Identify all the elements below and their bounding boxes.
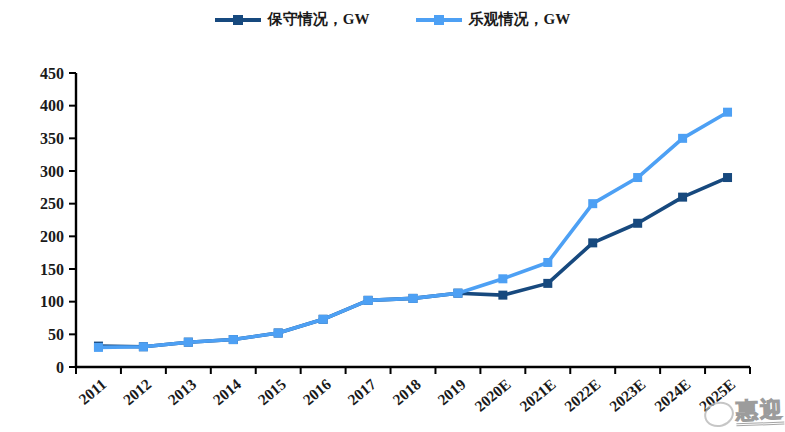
data-point-marker [274, 329, 283, 338]
x-axis-tick-label: 2011 [75, 375, 109, 407]
line-chart: 0 50 100 150 200 250 300 350 400 450 2011 2012 2013 2… [0, 0, 785, 432]
data-point-marker [543, 258, 552, 267]
legend-swatch-optimistic [416, 15, 462, 25]
watermark-text: 惠迎 [736, 399, 785, 427]
data-point-marker [364, 296, 373, 305]
x-axis-tick-label: 2019 [434, 375, 469, 408]
watermark-logo-icon [701, 398, 737, 430]
data-point-marker [543, 279, 552, 288]
x-axis-tick-label: 2024E [651, 375, 694, 415]
y-axis-tick-label: 50 [48, 326, 64, 343]
data-point-marker [723, 173, 732, 182]
data-point-marker [94, 343, 103, 352]
legend-item-optimistic: 乐观情况，GW [416, 10, 571, 29]
watermark: 惠迎 [704, 399, 785, 428]
y-axis-tick-label: 250 [40, 195, 64, 212]
data-point-marker [678, 193, 687, 202]
data-point-marker [723, 108, 732, 117]
data-point-marker [184, 338, 193, 347]
x-axis-tick-label: 2014 [210, 375, 245, 408]
data-point-marker [139, 342, 148, 351]
y-axis-tick-label: 200 [40, 228, 64, 245]
y-axis-tick-label: 450 [40, 65, 64, 82]
x-axis-tick-label: 2021E [516, 375, 559, 415]
x-axis-tick-label: 2022E [561, 375, 604, 415]
legend-item-conservative: 保守情况，GW [215, 10, 370, 29]
x-axis-tick-label: 2015 [254, 375, 289, 408]
series-line [98, 112, 727, 347]
y-axis-tick-label: 150 [40, 261, 64, 278]
y-axis-tick-label: 300 [40, 163, 64, 180]
data-point-marker [588, 238, 597, 247]
series-line [98, 178, 727, 347]
legend-label-conservative: 保守情况，GW [268, 10, 370, 29]
data-point-marker [498, 291, 507, 300]
data-point-marker [678, 134, 687, 143]
y-axis-tick-label: 0 [56, 359, 64, 376]
y-axis-tick-label: 350 [40, 130, 64, 147]
x-axis-tick-label: 2013 [165, 375, 200, 408]
legend-swatch-conservative [215, 15, 261, 25]
data-point-marker [633, 173, 642, 182]
data-point-marker [409, 294, 418, 303]
chart-legend: 保守情况，GW 乐观情况，GW [0, 10, 785, 29]
data-point-marker [453, 289, 462, 298]
x-axis-tick-label: 2017 [344, 375, 379, 408]
data-point-marker [498, 274, 507, 283]
x-axis-tick-label: 2012 [120, 375, 155, 408]
y-axis-tick-label: 100 [40, 293, 64, 310]
x-axis-tick-label: 2016 [299, 375, 334, 408]
x-axis-tick-label: 2023E [606, 375, 649, 415]
data-point-marker [319, 315, 328, 324]
legend-label-optimistic: 乐观情况，GW [469, 10, 571, 29]
x-axis-tick-label: 2020E [471, 375, 514, 415]
y-axis-tick-label: 400 [40, 97, 64, 114]
x-axis-tick-label: 2018 [389, 375, 424, 408]
data-point-marker [229, 335, 238, 344]
data-point-marker [588, 199, 597, 208]
data-point-marker [633, 219, 642, 228]
